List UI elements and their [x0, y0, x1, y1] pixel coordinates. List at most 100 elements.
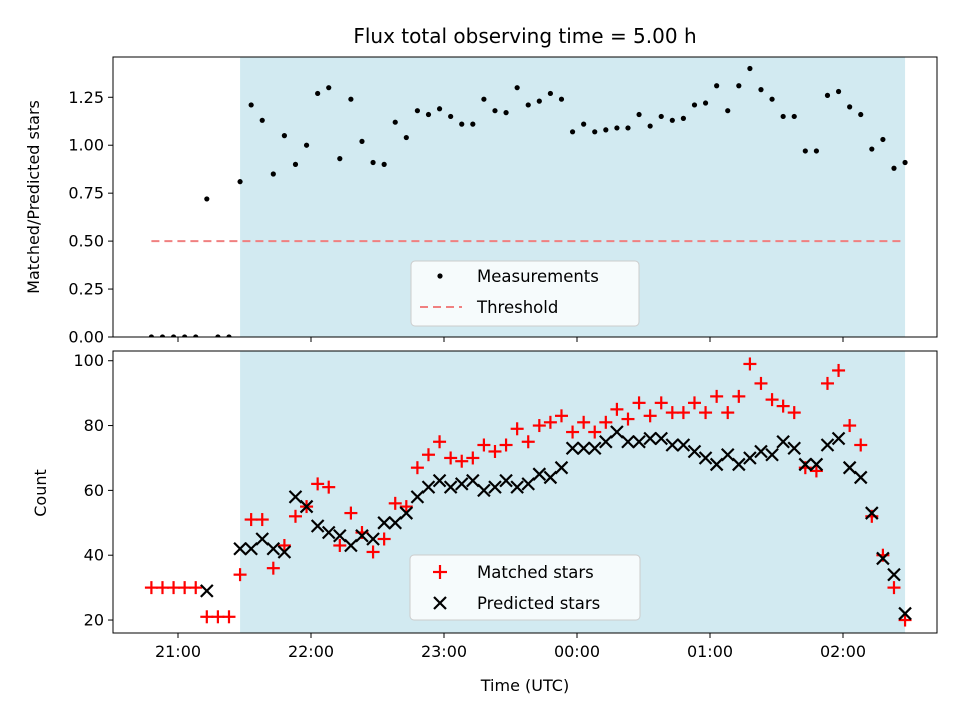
predicted-star-point — [698, 451, 713, 465]
measurement-point — [835, 88, 842, 95]
top-x-axis — [177, 337, 844, 342]
predicted-star-point — [266, 541, 281, 556]
predicted-star-point — [454, 477, 469, 491]
matched-star-point — [421, 448, 435, 462]
measurement-point — [581, 121, 587, 127]
matched-star-point — [222, 610, 236, 624]
matched-star-point — [322, 480, 336, 494]
measurement-point — [880, 136, 886, 143]
predicted-star-point — [820, 438, 835, 452]
predicted-star-point — [543, 470, 558, 485]
matched-star-point — [366, 545, 380, 559]
measurement-point — [159, 334, 166, 337]
measurement-point — [237, 179, 243, 185]
predicted-star-point — [898, 606, 912, 621]
matched-star-point — [721, 406, 735, 420]
measurement-point — [669, 117, 675, 123]
top-y-tick-label: 1.00 — [68, 136, 104, 155]
measurement-point — [636, 111, 642, 118]
measurement-point — [658, 113, 664, 120]
measurement-point — [725, 108, 731, 114]
bottom-y-tick-label: 40 — [84, 546, 104, 565]
measurements-legend-marker — [437, 273, 443, 279]
matched-star-point — [887, 581, 901, 595]
matched-star-point — [765, 393, 779, 407]
measurement-point — [858, 111, 864, 118]
threshold-legend-label: Threshold — [476, 298, 558, 317]
bottom-y-tick-label: 80 — [84, 416, 104, 435]
predicted-star-point — [421, 480, 436, 494]
matched-star-point — [266, 561, 280, 575]
measurement-point — [869, 146, 875, 152]
matched-star-point — [787, 406, 801, 420]
predicted-star-point — [887, 567, 901, 582]
predicted-star-point — [288, 490, 303, 504]
measurement-point — [348, 96, 354, 102]
top-y-axis-label: Matched/Predicted stars — [24, 100, 43, 294]
measurement-point — [747, 65, 753, 72]
bottom-y-tick-label: 20 — [84, 611, 104, 630]
measurement-point — [303, 142, 310, 148]
matched-star-point — [754, 376, 768, 390]
predicted-star-point — [366, 532, 380, 546]
matched-star-point — [643, 409, 657, 423]
measurement-point — [702, 100, 709, 106]
predicted-star-point — [377, 516, 391, 530]
measurement-point — [248, 102, 254, 108]
matched-star-point — [510, 422, 524, 436]
predicted-star-point — [310, 519, 325, 533]
measurement-point — [270, 171, 276, 177]
predicted-star-point — [876, 551, 890, 566]
predicted-star-point — [743, 451, 757, 465]
predicted-star-point — [720, 447, 735, 462]
matched-star-point — [488, 444, 502, 458]
measurement-point — [381, 161, 387, 167]
predicted-star-point — [621, 434, 635, 449]
measurement-point — [714, 83, 720, 89]
measurement-point — [569, 129, 576, 135]
measurement-point — [337, 156, 343, 162]
top-y-tick-label: 0.00 — [68, 328, 104, 347]
predicted-star-point — [477, 483, 491, 498]
predicted-star-point — [853, 470, 868, 485]
predicted-star-point — [676, 438, 691, 452]
predicted-star-point — [410, 490, 425, 504]
predicted-star-point — [499, 473, 513, 488]
matched-star-point — [632, 396, 646, 410]
matched-star-point — [832, 363, 846, 377]
bottom-x-tick-label: 23:00 — [421, 642, 467, 661]
bottom-y-tick-label: 60 — [84, 481, 104, 500]
measurement-point — [448, 113, 454, 120]
predicted-star-point — [787, 441, 802, 456]
measurement-point — [315, 90, 321, 97]
predicted-star-point — [432, 473, 447, 488]
matched-star-point — [665, 406, 679, 420]
matched-star-point — [155, 581, 169, 595]
measurement-point — [370, 159, 376, 166]
measurement-point — [647, 123, 653, 129]
measurement-point — [292, 161, 299, 167]
top-y-axis: 0.00 0.25 0.50 0.75 1.00 1.25 — [68, 88, 113, 347]
predicted-star-point — [255, 532, 270, 546]
predicted-star-point — [610, 425, 624, 439]
measurement-point — [847, 104, 853, 110]
top-y-tick-label: 0.25 — [68, 280, 104, 299]
top-legend: Measurements Threshold — [410, 260, 640, 327]
predicted-star-point — [443, 480, 458, 494]
measurement-point — [691, 102, 698, 108]
top-y-tick-label: 0.50 — [68, 232, 104, 251]
bottom-x-tick-label: 21:00 — [155, 642, 201, 661]
measurement-point — [414, 108, 420, 114]
measurement-point — [215, 334, 221, 337]
matched-star-point — [521, 435, 535, 449]
measurements-series — [148, 65, 908, 337]
matched-star-point — [399, 500, 413, 514]
matched-star-point — [244, 513, 258, 527]
predicted-star-point — [687, 444, 702, 459]
measurement-point — [791, 113, 797, 120]
measurement-point — [470, 121, 476, 127]
predicted-star-point — [321, 525, 336, 540]
x-axis-label: Time (UTC) — [480, 676, 569, 695]
measurement-point — [536, 98, 542, 104]
top-chart-title: Flux total observing time = 5.00 h — [353, 24, 696, 48]
